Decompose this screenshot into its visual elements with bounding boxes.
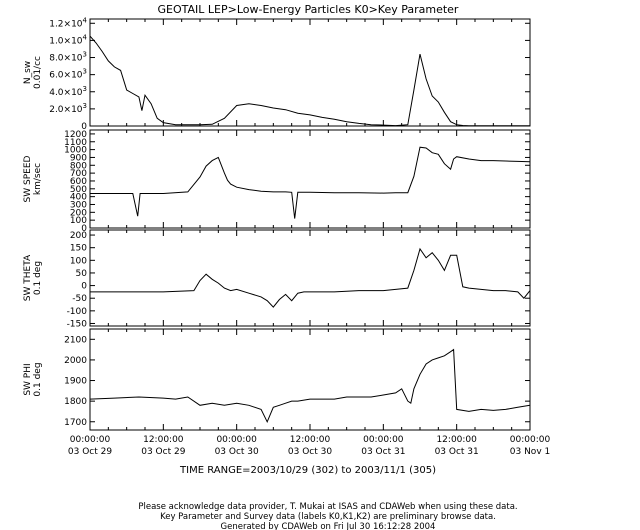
series-line: [90, 247, 531, 308]
panels: 0 2.0×103 4.0×103 6.0×103 8.0×103 1.0×104 1.2×…: [23, 16, 531, 431]
y-tick-label: 500: [70, 185, 87, 195]
y-tick-label: 200: [70, 208, 87, 218]
y-tick-label: 2.0×103: [49, 102, 87, 115]
x-tick-time-label: 12:00:00: [290, 435, 331, 445]
y-axis-title: 0.1 deg: [33, 362, 43, 396]
y-tick-label: -150: [67, 319, 88, 329]
y-tick-label: 200: [70, 231, 87, 241]
plot-frame: [89, 328, 531, 431]
y-tick-label: 1200: [64, 130, 87, 140]
x-tick-time-label: 00:00:00: [510, 435, 551, 445]
x-tick-date-label: 03 Oct 29: [141, 447, 185, 457]
y-tick-label: 100: [70, 216, 87, 226]
figure-title: GEOTAIL LEP>Low-Energy Particles K0>Key …: [158, 3, 459, 16]
y-axis-title: 0.1 deg: [33, 261, 43, 295]
x-tick-date-label: 03 Oct 30: [215, 447, 259, 457]
y-tick-label: 400: [70, 193, 87, 203]
y-tick-label: 600: [70, 177, 87, 187]
y-tick-label: 4.0×103: [49, 85, 87, 98]
y-tick-label: 2000: [64, 356, 87, 366]
y-tick-label: 8.0×103: [49, 51, 87, 64]
y-tick-label: -50: [72, 294, 87, 304]
y-tick-label: 1.2×104: [49, 16, 87, 29]
y-tick-label: 1700: [64, 418, 87, 428]
y-tick-label: 700: [70, 169, 87, 179]
series-line: [89, 348, 531, 424]
plot-frame: [89, 229, 531, 327]
y-axis-title: 0.01/cc: [33, 56, 43, 89]
x-tick-time-label: 00:00:00: [70, 435, 111, 445]
x-tick-date-label: 03 Oct 31: [361, 447, 405, 457]
y-tick-label: 300: [70, 200, 87, 210]
y-tick-label: 800: [70, 161, 87, 171]
plot-frame: [89, 18, 531, 127]
y-tick-label: -100: [67, 307, 88, 317]
footer-line-3: Generated by CDAWeb on Fri Jul 30 16:12:…: [221, 522, 436, 530]
y-axis-title: N_sw: [23, 61, 33, 84]
y-axis-title: SW THETA: [23, 254, 33, 301]
x-tick-time-label: 00:00:00: [363, 435, 404, 445]
footer-line-1: Please acknowledge data provider, T. Muk…: [138, 502, 517, 512]
footer-line-2: Key Parameter and Survey data (labels K0…: [160, 512, 496, 522]
plot-frame: [89, 129, 531, 229]
y-axis-title: SW SPEED: [23, 155, 33, 202]
x-tick-date-label: 03 Oct 30: [288, 447, 332, 457]
y-tick-label: 1800: [64, 397, 87, 407]
panel-2: 0100200300400500600700800900100011001200…: [23, 129, 531, 234]
y-tick-label: 900: [70, 153, 87, 163]
x-tick-time-label: 12:00:00: [143, 435, 184, 445]
y-tick-label: 1900: [64, 377, 87, 387]
y-tick-label: 6.0×103: [49, 68, 87, 81]
y-tick-label: 1.0×104: [49, 33, 87, 46]
y-tick-label: 0: [81, 224, 87, 234]
series-line: [90, 146, 531, 219]
y-axis-title: km/sec: [33, 163, 43, 195]
y-tick-label: 0: [81, 122, 87, 132]
y-tick-label: 1000: [64, 146, 87, 156]
x-tick-time-label: 12:00:00: [436, 435, 477, 445]
panel-4: 1700 1800 1900 2000 2100 SW PHI 0.1 deg: [23, 328, 531, 431]
time-axis-labels: 00:00:00 03 Oct 29 12:00:00 03 Oct 29 00:00:…: [68, 435, 551, 457]
y-tick-label: 50: [76, 269, 88, 279]
x-tick-date-label: 03 Oct 31: [435, 447, 479, 457]
panel-3: -150 -100 -50 0 50 100 150 200 SW THETA 0.1 deg: [23, 229, 531, 329]
time-range-label: TIME RANGE=2003/10/29 (302) to 2003/11/1…: [179, 465, 436, 476]
x-tick-date-label: 03 Nov 1: [510, 447, 550, 457]
y-tick-label: 2100: [64, 335, 87, 345]
panel-1: 0 2.0×103 4.0×103 6.0×103 8.0×103 1.0×104 1.2×…: [23, 16, 531, 132]
y-axis-title: SW PHI: [23, 363, 33, 395]
series-line: [89, 35, 530, 127]
x-tick-time-label: 00:00:00: [216, 435, 257, 445]
y-tick-label: 0: [81, 282, 87, 292]
y-tick-label: 100: [70, 256, 87, 266]
y-tick-label: 1100: [64, 138, 87, 148]
x-tick-date-label: 03 Oct 29: [68, 447, 112, 457]
y-tick-label: 150: [70, 244, 87, 254]
